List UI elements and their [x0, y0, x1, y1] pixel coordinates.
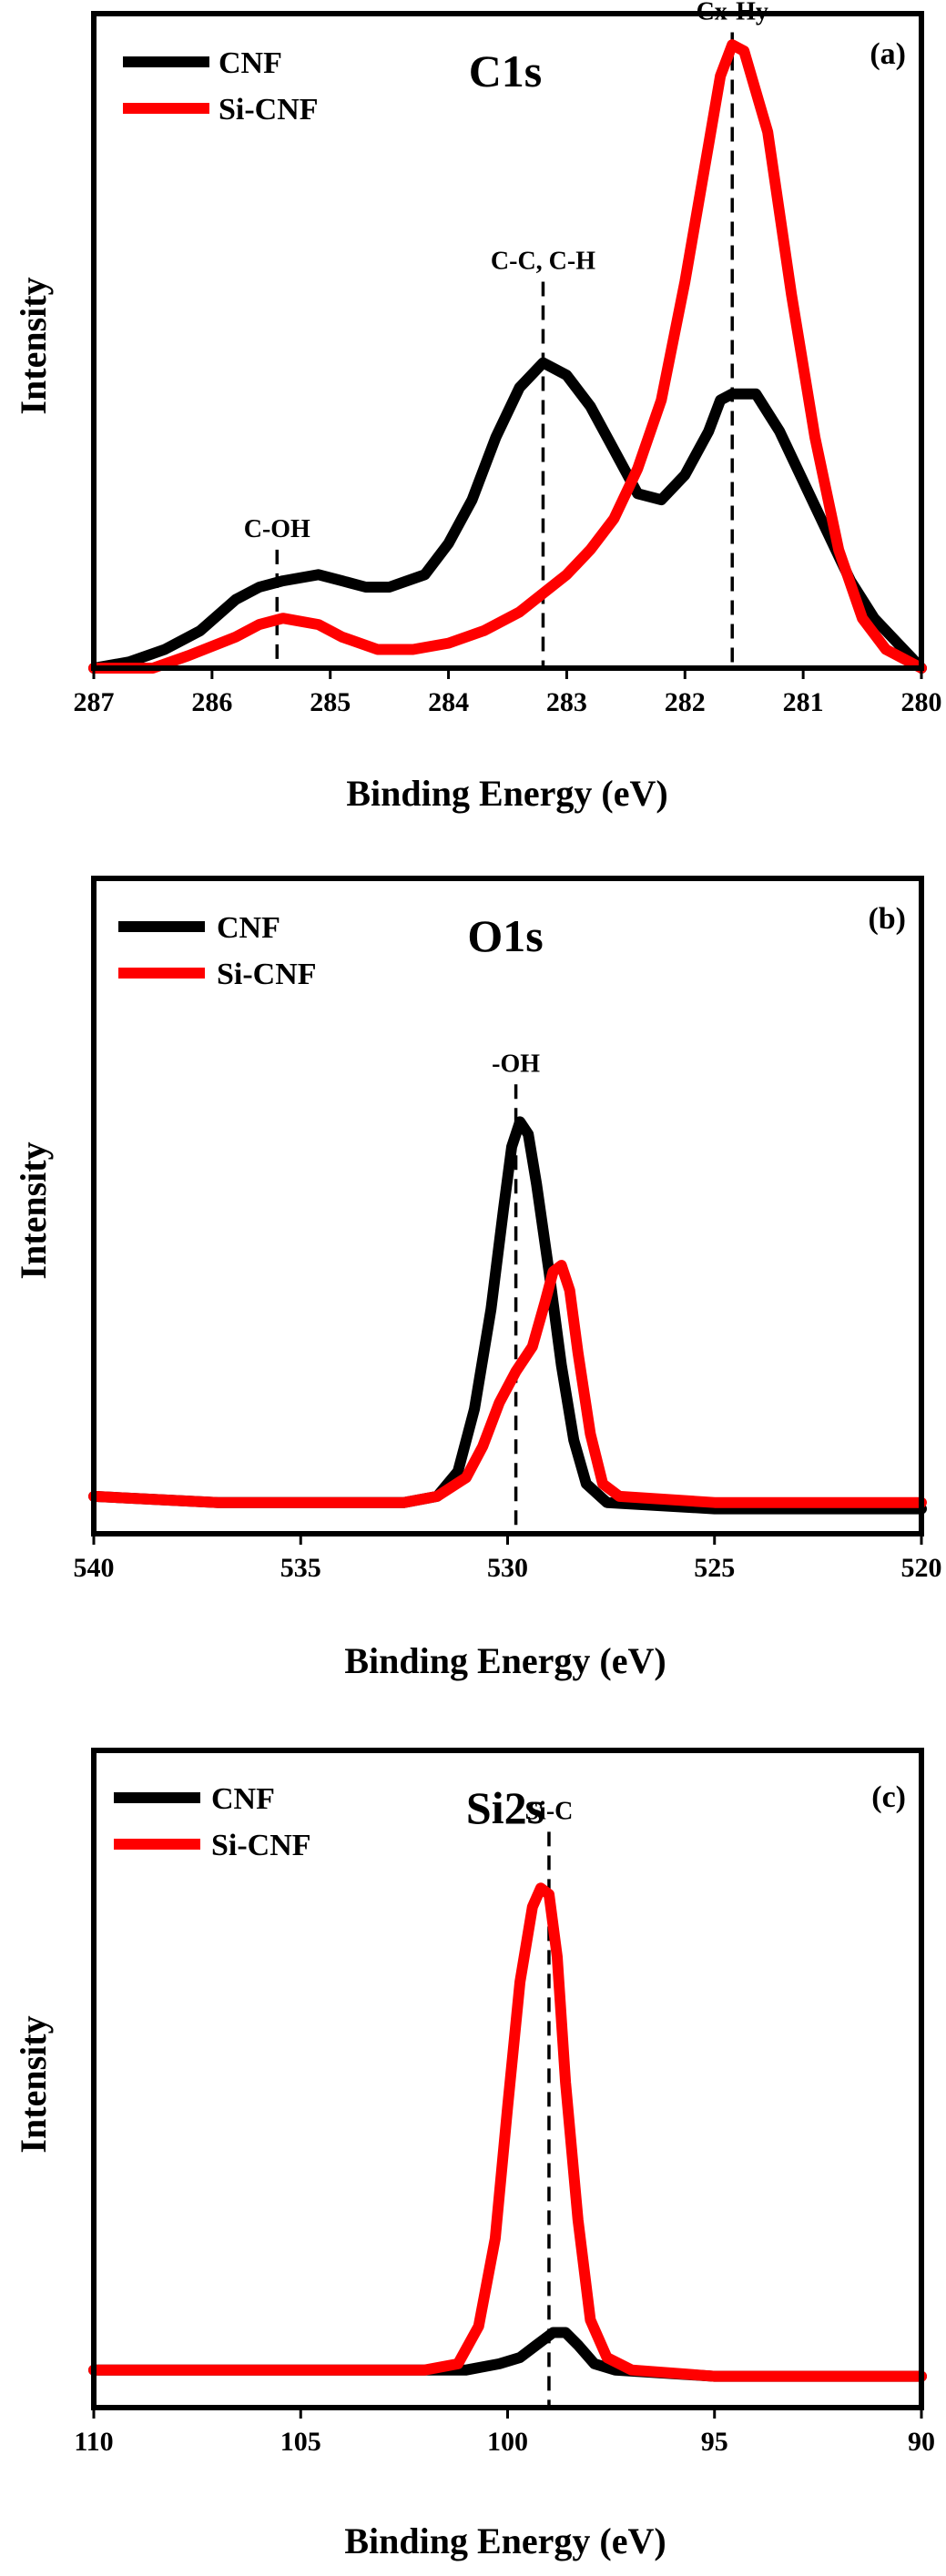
- panel-si2s: Intensity Si-C 110 105 100 95 90 CNF Si-CNF …: [13, 1748, 935, 2561]
- x-tick-label-b-3: 525: [694, 1553, 735, 1583]
- series-line-b-cnf: [88, 1116, 927, 1515]
- x-tick-label-c-2: 100: [487, 2427, 528, 2457]
- panel-title-c: Si2s: [466, 1782, 544, 1833]
- o1s-marks: -OH: [88, 1050, 927, 1534]
- x-tick-label-a-4: 283: [546, 687, 587, 717]
- panel-o1s: Intensity -OH 540 535 530 525 520 CNF Si-CNF…: [13, 876, 942, 1681]
- x-tick-label-a-0: 287: [74, 687, 115, 717]
- annotation-c-0: Si-C: [524, 1797, 573, 1825]
- legend-b: CNF Si-CNF: [118, 911, 317, 991]
- x-tick-label-b-1: 535: [280, 1553, 321, 1583]
- legend-c: CNF Si-CNF: [114, 1782, 311, 1862]
- panel-title-b: O1s: [467, 910, 543, 961]
- x-tick-label-a-5: 282: [665, 687, 706, 717]
- x-tick-label-b-4: 520: [901, 1553, 942, 1583]
- panel-title-a: C1s: [469, 46, 543, 96]
- x-tick-label-a-3: 284: [428, 687, 469, 717]
- legend-label-cnf-c: CNF: [211, 1782, 275, 1816]
- series-line-a-si-cnf: [88, 39, 927, 674]
- annotation-a-1: C-C, C-H: [491, 247, 595, 275]
- annotation-a-0: C-OH: [244, 515, 310, 543]
- legend-label-cnf-b: CNF: [217, 911, 280, 945]
- si2s-marks: Si-C: [88, 1797, 927, 2408]
- legend-label-si-cnf-b: Si-CNF: [217, 958, 317, 991]
- plot-frame-a: [91, 11, 924, 671]
- x-tick-label-c-3: 95: [701, 2427, 728, 2457]
- x-axis-title-c: Binding Energy (eV): [344, 2520, 666, 2561]
- x-tick-label-c-0: 110: [74, 2427, 113, 2457]
- x-tick-label-a-7: 280: [901, 687, 942, 717]
- x-tick-label-a-2: 285: [310, 687, 351, 717]
- x-tick-label-b-2: 530: [487, 1553, 528, 1583]
- panel-label-a: (a): [870, 37, 906, 71]
- si2s-ticks: 110 105 100 95 90: [74, 2408, 935, 2457]
- x-tick-label-a-6: 281: [783, 687, 824, 717]
- x-axis-title-a: Binding Energy (eV): [346, 773, 667, 814]
- x-tick-label-b-0: 540: [74, 1553, 115, 1583]
- c1s-ticks: 287 286 285 284 283 282 281 280: [74, 668, 942, 717]
- legend-label-cnf-a: CNF: [219, 46, 282, 80]
- panel-c1s: Intensity C-OHC-C, C-HCx-Hy 287 286 285 284…: [13, 0, 942, 814]
- series-line-c-si-cnf: [88, 1882, 927, 2382]
- c1s-marks: C-OHC-C, C-HCx-Hy: [88, 0, 927, 674]
- series-line-b-si-cnf: [88, 1260, 927, 1508]
- x-axis-title-b: Binding Energy (eV): [344, 1640, 666, 1681]
- legend-label-si-cnf-c: Si-CNF: [211, 1829, 311, 1862]
- legend-a: CNF Si-CNF: [123, 46, 319, 127]
- y-axis-title-a: Intensity: [13, 277, 54, 414]
- o1s-ticks: 540 535 530 525 520: [74, 1534, 942, 1583]
- x-tick-label-c-1: 105: [280, 2427, 321, 2457]
- annotation-b-0: -OH: [492, 1050, 540, 1078]
- series-line-a-cnf: [88, 357, 927, 674]
- y-axis-title-b: Intensity: [13, 1141, 54, 1279]
- panel-label-c: (c): [871, 1780, 906, 1814]
- panel-label-b: (b): [868, 902, 906, 936]
- y-axis-title-c: Intensity: [13, 2015, 54, 2153]
- x-tick-label-c-4: 90: [908, 2427, 935, 2457]
- x-tick-label-a-1: 286: [191, 687, 232, 717]
- legend-label-si-cnf-a: Si-CNF: [219, 93, 319, 127]
